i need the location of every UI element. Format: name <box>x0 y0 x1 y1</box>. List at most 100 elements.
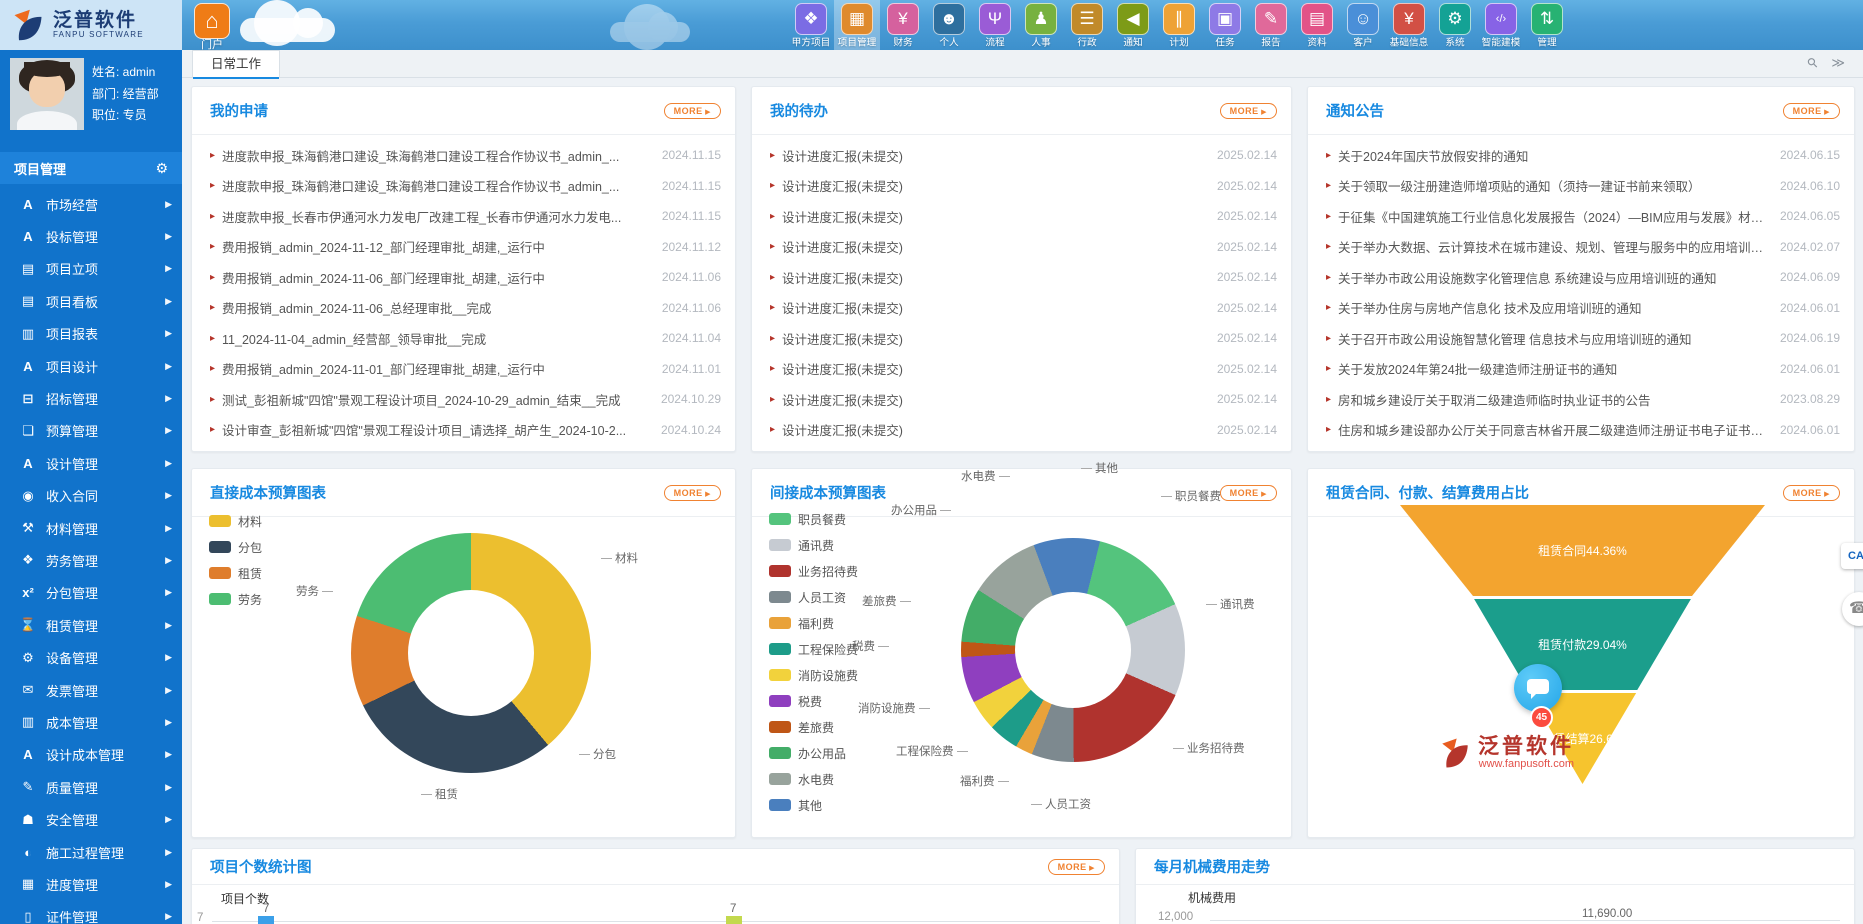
legend-item[interactable]: 工程保险费 <box>769 636 858 662</box>
more-button[interactable]: MORE <box>1783 485 1840 501</box>
legend-item[interactable]: 分包 <box>209 534 262 560</box>
list-item[interactable]: ▸设计进度汇报(未提交)2025.02.14 <box>752 415 1291 446</box>
sidebar-item[interactable]: ▥项目报表▶ <box>0 318 182 350</box>
customer-service-chat-button[interactable] <box>1514 664 1562 712</box>
list-item[interactable]: ▸关于举办大数据、云计算技术在城市建设、规划、管理与服务中的应用培训班...20… <box>1308 232 1854 263</box>
more-button[interactable]: MORE <box>664 103 721 119</box>
sidebar-item[interactable]: ▤项目看板▶ <box>0 285 182 317</box>
list-item[interactable]: ▸关于召开市政公用设施智慧化管理 信息技术与应用培训班的通知2024.06.19 <box>1308 323 1854 354</box>
list-item[interactable]: ▸关于举办住房与房地产信息化 技术及应用培训班的通知2024.06.01 <box>1308 293 1854 324</box>
list-item[interactable]: ▸进度款申报_长春市伊通河水力发电厂改建工程_长春市伊通河水力发电...2024… <box>192 201 735 232</box>
list-item[interactable]: ▸设计进度汇报(未提交)2025.02.14 <box>752 262 1291 293</box>
more-button[interactable]: MORE <box>1783 103 1840 119</box>
legend-item[interactable]: 通讯费 <box>769 532 858 558</box>
legend-item[interactable]: 人员工资 <box>769 584 858 610</box>
expand-icon[interactable]: ≫ <box>1831 55 1845 71</box>
list-item[interactable]: ▸设计进度汇报(未提交)2025.02.14 <box>752 232 1291 263</box>
list-item[interactable]: ▸11_2024-11-04_admin_经营部_领导审批__完成2024.11… <box>192 323 735 354</box>
list-item[interactable]: ▸进度款申报_珠海鹤港口建设_珠海鹤港口建设工程合作协议书_admin_...2… <box>192 140 735 171</box>
gear-icon[interactable]: ⚙ <box>155 160 168 177</box>
sidebar-item[interactable]: ⌛租赁管理▶ <box>0 609 182 641</box>
sidebar-item[interactable]: x²分包管理▶ <box>0 577 182 609</box>
sidebar-item[interactable]: ✉发票管理▶ <box>0 674 182 706</box>
sidebar-item[interactable]: ❏预算管理▶ <box>0 415 182 447</box>
nav-module[interactable]: ❖甲方项目 <box>788 0 834 50</box>
list-item[interactable]: ▸关于举办市政公用设施数字化管理信息 系统建设与应用培训班的通知2024.06.… <box>1308 262 1854 293</box>
list-item[interactable]: ▸关于领取一级注册建造师增项贴的通知（须持一建证书前来领取）2024.06.10 <box>1308 171 1854 202</box>
more-button[interactable]: MORE <box>1220 103 1277 119</box>
legend-item[interactable]: 劳务 <box>209 586 262 612</box>
list-item[interactable]: ▸设计进度汇报(未提交)2025.02.14 <box>752 293 1291 324</box>
legend-item[interactable]: 材料 <box>209 508 262 534</box>
nav-module[interactable]: ‹/›智能建模 <box>1478 0 1524 50</box>
nav-module[interactable]: ♟人事 <box>1018 0 1064 50</box>
legend-item[interactable]: 租赁 <box>209 560 262 586</box>
sidebar-item[interactable]: A市场经营▶ <box>0 188 182 220</box>
list-item[interactable]: ▸设计进度汇报(未提交)2025.02.14 <box>752 140 1291 171</box>
sidebar-item[interactable]: A投标管理▶ <box>0 220 182 252</box>
legend-item[interactable]: 职员餐费 <box>769 506 858 532</box>
nav-module[interactable]: ∥计划 <box>1156 0 1202 50</box>
legend-item[interactable]: 水电费 <box>769 766 858 792</box>
list-item[interactable]: ▸费用报销_admin_2024-11-06_总经理审批__完成2024.11.… <box>192 293 735 324</box>
sidebar-item[interactable]: ◉收入合同▶ <box>0 480 182 512</box>
sidebar-item[interactable]: ▤项目立项▶ <box>0 253 182 285</box>
sidebar-item[interactable]: ☗安全管理▶ <box>0 803 182 835</box>
list-item[interactable]: ▸设计进度汇报(未提交)2025.02.14 <box>752 384 1291 415</box>
nav-module[interactable]: ◀通知 <box>1110 0 1156 50</box>
sidebar-item[interactable]: ❖劳务管理▶ <box>0 544 182 576</box>
sidebar-item[interactable]: ⚒材料管理▶ <box>0 512 182 544</box>
sidebar-section-header[interactable]: 项目管理 ⚙ <box>0 152 182 184</box>
sidebar-item[interactable]: ✎质量管理▶ <box>0 771 182 803</box>
user-avatar[interactable] <box>10 58 84 130</box>
vendor-watermark[interactable]: 泛普软件 www.fanpusoft.com <box>1438 735 1574 770</box>
list-item[interactable]: ▸测试_彭祖新城"四馆"景观工程设计项目_2024-10-29_admin_结束… <box>192 384 735 415</box>
list-item[interactable]: ▸设计进度汇报(未提交)2025.02.14 <box>752 201 1291 232</box>
list-item[interactable]: ▸设计进度汇报(未提交)2025.02.14 <box>752 323 1291 354</box>
list-item[interactable]: ▸设计进度汇报(未提交)2025.02.14 <box>752 354 1291 385</box>
list-item[interactable]: ▸住房和城乡建设部办公厅关于同意吉林省开展二级建造师注册证书电子证书试点...2… <box>1308 415 1854 446</box>
more-button[interactable]: MORE <box>664 485 721 501</box>
legend-item[interactable]: 其他 <box>769 792 858 818</box>
legend-item[interactable]: 差旅费 <box>769 714 858 740</box>
nav-module[interactable]: ⚙系统 <box>1432 0 1478 50</box>
list-item[interactable]: ▸费用报销_admin_2024-11-06_部门经理审批_胡建,_运行中202… <box>192 262 735 293</box>
sidebar-item[interactable]: ⊟招标管理▶ <box>0 382 182 414</box>
list-item[interactable]: ▸进度款申报_珠海鹤港口建设_珠海鹤港口建设工程合作协议书_admin_...2… <box>192 171 735 202</box>
nav-module[interactable]: ✎报告 <box>1248 0 1294 50</box>
sidebar-item[interactable]: ▯证件管理▶ <box>0 901 182 924</box>
legend-item[interactable]: 消防设施费 <box>769 662 858 688</box>
list-item[interactable]: ▸房和城乡建设厅关于取消二级建造师临时执业证书的公告2023.08.29 <box>1308 384 1854 415</box>
list-item[interactable]: ▸于征集《中国建筑施工行业信息化发展报告（2024）—BIM应用与发展》材料..… <box>1308 201 1854 232</box>
more-button[interactable]: MORE <box>1048 859 1105 875</box>
list-item[interactable]: ▸设计审查_彭祖新城"四馆"景观工程设计项目_请选择_胡产生_2024-10-2… <box>192 415 735 446</box>
list-item[interactable]: ▸设计进度汇报(未提交)2025.02.14 <box>752 171 1291 202</box>
sidebar-item[interactable]: ◐施工过程管理▶ <box>0 836 182 868</box>
sidebar-item[interactable]: ▦进度管理▶ <box>0 868 182 900</box>
sidebar-item[interactable]: ▥成本管理▶ <box>0 706 182 738</box>
key-icon[interactable]: ⚲ <box>1808 55 1818 71</box>
nav-module[interactable]: ☰行政 <box>1064 0 1110 50</box>
sidebar-item[interactable]: A设计成本管理▶ <box>0 739 182 771</box>
sidebar-item[interactable]: ⚙设备管理▶ <box>0 641 182 673</box>
list-item[interactable]: ▸费用报销_admin_2024-11-01_部门经理审批_胡建,_运行中202… <box>192 354 735 385</box>
nav-module[interactable]: Ψ流程 <box>972 0 1018 50</box>
notification-badge[interactable]: 45 <box>1530 706 1553 729</box>
nav-module[interactable]: ¥财务 <box>880 0 926 50</box>
list-item[interactable]: ▸关于2024年国庆节放假安排的通知2024.06.15 <box>1308 140 1854 171</box>
nav-module[interactable]: ☻个人 <box>926 0 972 50</box>
nav-module[interactable]: ☺客户 <box>1340 0 1386 50</box>
legend-item[interactable]: 福利费 <box>769 610 858 636</box>
list-item[interactable]: ▸费用报销_admin_2024-11-12_部门经理审批_胡建,_运行中202… <box>192 232 735 263</box>
nav-module[interactable]: ▦项目管理 <box>834 0 880 50</box>
nav-module[interactable]: ▤资料 <box>1294 0 1340 50</box>
sidebar-item[interactable]: A项目设计▶ <box>0 350 182 382</box>
nav-module-portal[interactable]: ⌂ 门户 <box>190 3 234 52</box>
nav-module[interactable]: ⇅管理 <box>1524 0 1570 50</box>
more-button[interactable]: MORE <box>1220 485 1277 501</box>
legend-item[interactable]: 税费 <box>769 688 858 714</box>
nav-module[interactable]: ▣任务 <box>1202 0 1248 50</box>
sidebar-item[interactable]: A设计管理▶ <box>0 447 182 479</box>
legend-item[interactable]: 办公用品 <box>769 740 858 766</box>
tab-daily-work[interactable]: 日常工作 <box>192 50 280 78</box>
